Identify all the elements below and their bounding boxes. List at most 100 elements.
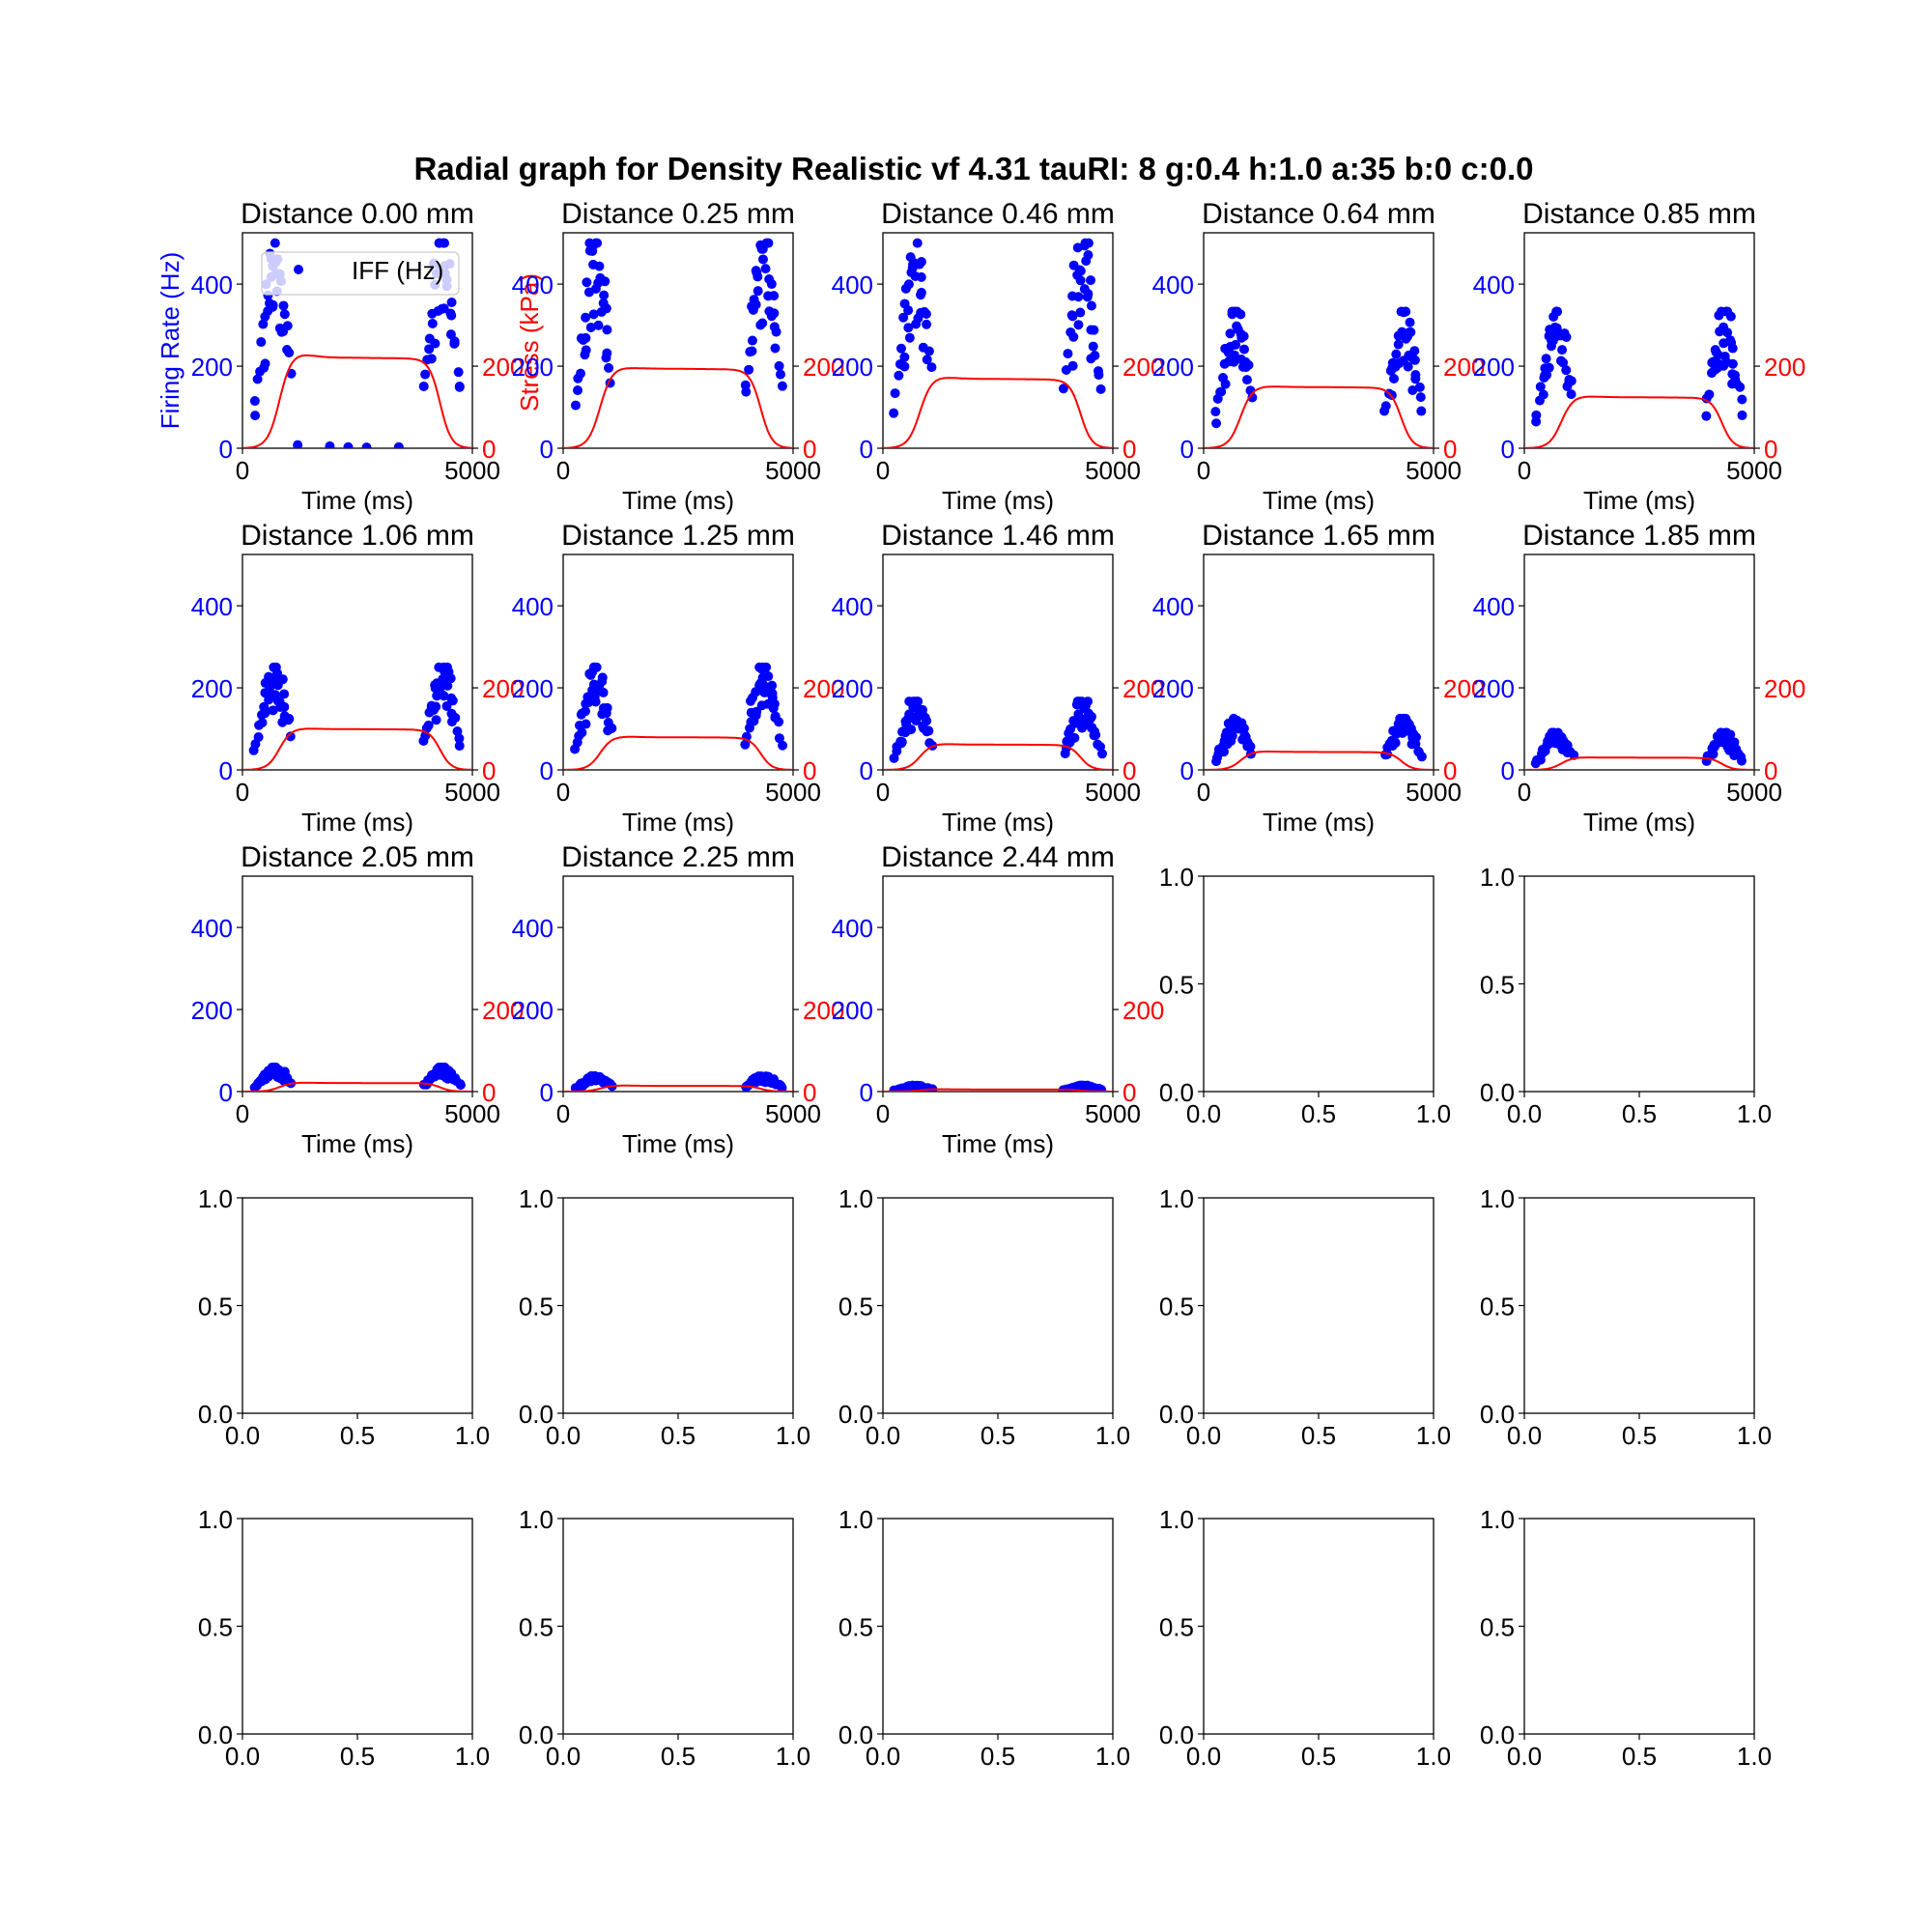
stress-tick-label: 0 bbox=[1443, 756, 1457, 785]
stress-tick-label: 200 bbox=[803, 674, 844, 703]
ifr-point bbox=[917, 704, 927, 715]
ifr-point bbox=[440, 238, 450, 248]
plot-area bbox=[883, 1080, 1113, 1092]
x-tick-label: 0.0 bbox=[1507, 1099, 1542, 1128]
axes-frame bbox=[242, 875, 473, 1093]
x-tick-label: 5000 bbox=[444, 456, 500, 485]
stress-tick-label: 0 bbox=[1122, 756, 1136, 785]
ifr-point bbox=[1558, 357, 1569, 368]
ifr-tick-label: 400 bbox=[1473, 592, 1515, 621]
stress-tick-label: 0 bbox=[803, 756, 816, 785]
ifr-point bbox=[431, 715, 441, 725]
x-tick-label: 0 bbox=[1518, 456, 1531, 485]
x-tick-label: 1.0 bbox=[1416, 1421, 1451, 1450]
stress-tick-label: 0 bbox=[1764, 435, 1777, 464]
ifr-point bbox=[904, 332, 915, 343]
stress-tick-label: 200 bbox=[803, 353, 844, 382]
ifr-point bbox=[1542, 370, 1552, 381]
ifr-point bbox=[1075, 275, 1086, 286]
ifr-point bbox=[1083, 696, 1094, 707]
ifr-point bbox=[1075, 307, 1086, 318]
x-axis-label: Time (ms) bbox=[942, 1129, 1054, 1158]
ifr-tick-label: 200 bbox=[832, 353, 873, 382]
ifr-point bbox=[1410, 370, 1421, 381]
ifr-point bbox=[774, 717, 784, 727]
x-tick-label: 1.0 bbox=[1737, 1742, 1772, 1771]
x-tick-label: 0.5 bbox=[1301, 1742, 1336, 1771]
ifr-point bbox=[252, 374, 263, 384]
y-tick-label: 1.0 bbox=[198, 1184, 233, 1213]
ifr-point bbox=[923, 346, 934, 356]
x-tick-label: 1.0 bbox=[1095, 1742, 1130, 1771]
x-tick-label: 0.0 bbox=[225, 1742, 260, 1771]
stress-tick-label: 0 bbox=[1443, 435, 1457, 464]
x-axis-label: Time (ms) bbox=[1583, 486, 1695, 515]
subplot-title: Distance 0.46 mm bbox=[881, 198, 1115, 230]
x-tick-label: 0.5 bbox=[340, 1742, 375, 1771]
ifr-point bbox=[278, 300, 289, 311]
x-axis-label: Time (ms) bbox=[942, 486, 1054, 515]
ifr-point bbox=[1416, 406, 1427, 416]
ifr-point bbox=[279, 701, 290, 712]
x-tick-label: 0.5 bbox=[1301, 1099, 1336, 1128]
ifr-point bbox=[439, 691, 449, 701]
ifr-point bbox=[1089, 325, 1099, 335]
y-tick-label: 1.0 bbox=[519, 1505, 554, 1534]
ifr-point bbox=[393, 441, 404, 448]
ifr-point bbox=[592, 238, 603, 248]
ifr-point bbox=[253, 732, 264, 743]
ifr-point bbox=[454, 733, 465, 744]
y-tick-label: 0.5 bbox=[519, 1613, 554, 1642]
stress-tick-label: 200 bbox=[482, 996, 524, 1025]
ifr-point bbox=[282, 321, 293, 331]
axes-frame bbox=[1523, 875, 1755, 1093]
x-tick-label: 1.0 bbox=[776, 1421, 810, 1450]
x-tick-label: 5000 bbox=[1085, 778, 1141, 807]
ifr-point bbox=[1086, 275, 1096, 286]
x-axis-label: Time (ms) bbox=[301, 1129, 413, 1158]
subplot-title: Distance 2.25 mm bbox=[561, 841, 795, 873]
ifr-point bbox=[760, 264, 771, 274]
axes-frame bbox=[242, 1197, 473, 1414]
ifr-point bbox=[1704, 389, 1715, 400]
subplot: 0.00.0 0.5 0.5 1.0 1.0 bbox=[838, 1184, 1130, 1450]
ifr-point bbox=[747, 346, 757, 356]
ifr-point bbox=[912, 238, 923, 248]
ifr-point bbox=[1083, 249, 1094, 260]
stress-tick-label: 0 bbox=[1764, 756, 1777, 785]
stress-line bbox=[563, 367, 793, 448]
axes-frame bbox=[1523, 1197, 1755, 1414]
x-axis-label: Time (ms) bbox=[622, 1129, 734, 1158]
ifr-point bbox=[774, 733, 784, 744]
stress-tick-label: 200 bbox=[1764, 674, 1805, 703]
ifr-point bbox=[1082, 292, 1093, 302]
ifr-point bbox=[454, 382, 465, 392]
x-tick-label: 0.0 bbox=[1186, 1742, 1221, 1771]
ifr-point bbox=[581, 312, 591, 323]
ifr-point bbox=[747, 335, 757, 346]
ifr-point bbox=[916, 257, 926, 268]
ifr-point bbox=[1393, 339, 1404, 350]
ifr-tick-label: 200 bbox=[1473, 674, 1515, 703]
x-tick-label: 0.0 bbox=[1186, 1421, 1221, 1450]
ifr-point bbox=[767, 680, 778, 691]
y-tick-label: 0.0 bbox=[1159, 1720, 1194, 1749]
ifr-point bbox=[757, 254, 768, 265]
ifr-point bbox=[1210, 407, 1221, 417]
x-axis-label: Time (ms) bbox=[622, 486, 734, 515]
stress-line bbox=[242, 1081, 472, 1092]
y-tick-label: 0.0 bbox=[519, 1720, 554, 1749]
ifr-point bbox=[1541, 354, 1551, 364]
ifr-tick-label: 400 bbox=[191, 592, 233, 621]
ifr-point bbox=[1216, 386, 1227, 397]
ifr-point bbox=[1088, 341, 1098, 352]
stress-tick-label: 200 bbox=[803, 996, 844, 1025]
ifr-point bbox=[1086, 300, 1096, 311]
y-tick-label: 0.0 bbox=[198, 1720, 233, 1749]
ifr-point bbox=[923, 725, 934, 736]
subplot-title: Distance 1.06 mm bbox=[241, 520, 474, 552]
